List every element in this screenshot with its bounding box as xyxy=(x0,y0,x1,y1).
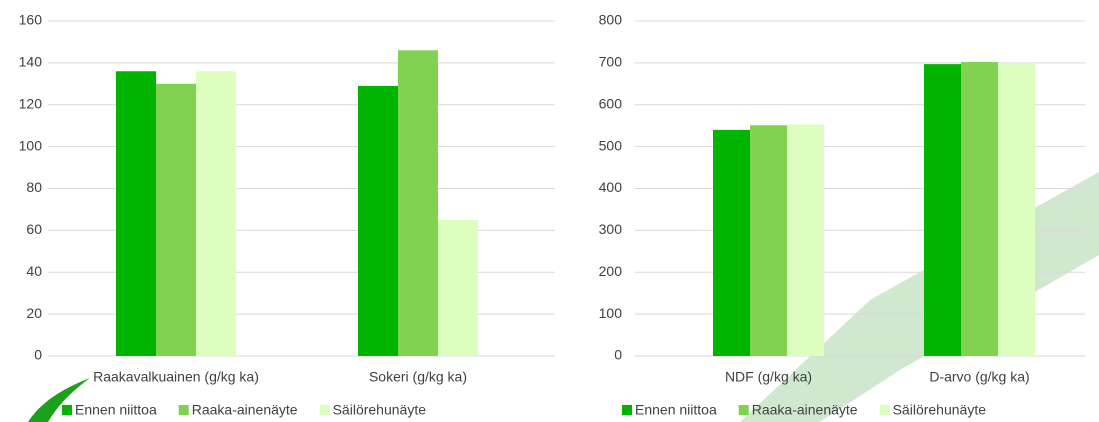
y-tick-label: 60 xyxy=(26,221,42,237)
y-tick-label: 100 xyxy=(599,305,623,321)
y-tick-label: 700 xyxy=(599,54,623,70)
y-tick-label: 500 xyxy=(599,137,623,153)
y-tick-label: 40 xyxy=(26,263,42,279)
bar xyxy=(961,62,998,356)
y-tick-label: 400 xyxy=(599,179,623,195)
x-tick-label: NDF (g/kg ka) xyxy=(725,369,812,385)
x-tick-label: Raakavalkuainen (g/kg ka) xyxy=(93,369,259,385)
y-tick-label: 140 xyxy=(19,54,43,70)
bar xyxy=(998,63,1035,357)
y-tick-label: 80 xyxy=(26,179,42,195)
y-tick-label: 800 xyxy=(599,12,623,28)
legend-label: Ennen niittoa xyxy=(635,402,717,418)
legend-swatch xyxy=(738,405,749,415)
legend-label: Säilörehunäyte xyxy=(333,402,427,418)
legend-swatch xyxy=(319,405,330,415)
legend-label: Ennen niittoa xyxy=(75,402,157,418)
legend-swatch xyxy=(62,405,72,415)
legend-label: Raaka-ainenäyte xyxy=(192,402,298,418)
legend-swatch xyxy=(879,405,890,415)
bar xyxy=(358,85,398,356)
y-tick-label: 100 xyxy=(19,137,43,153)
bar xyxy=(196,71,236,356)
y-tick-label: 200 xyxy=(599,263,623,279)
bar xyxy=(156,83,196,356)
y-tick-label: 160 xyxy=(19,12,43,28)
y-tick-label: 120 xyxy=(19,95,43,111)
y-tick-label: 600 xyxy=(599,95,623,111)
legend-swatch xyxy=(622,405,632,415)
y-tick-label: 0 xyxy=(34,347,42,363)
x-tick-label: D-arvo (g/kg ka) xyxy=(929,369,1029,385)
x-tick-label: Sokeri (g/kg ka) xyxy=(369,369,467,385)
bar xyxy=(750,125,787,356)
bar xyxy=(787,124,824,357)
logo-swoosh xyxy=(28,378,90,422)
y-tick-label: 0 xyxy=(614,347,622,363)
bar xyxy=(924,64,961,356)
legend-label: Raaka-ainenäyte xyxy=(752,402,858,418)
legend-label: Säilörehunäyte xyxy=(893,402,987,418)
bar xyxy=(398,50,438,356)
y-tick-label: 300 xyxy=(599,221,623,237)
bar xyxy=(713,129,750,356)
bar xyxy=(438,219,478,356)
legend-swatch xyxy=(178,405,189,415)
bar xyxy=(116,71,156,356)
y-tick-label: 20 xyxy=(26,305,42,321)
